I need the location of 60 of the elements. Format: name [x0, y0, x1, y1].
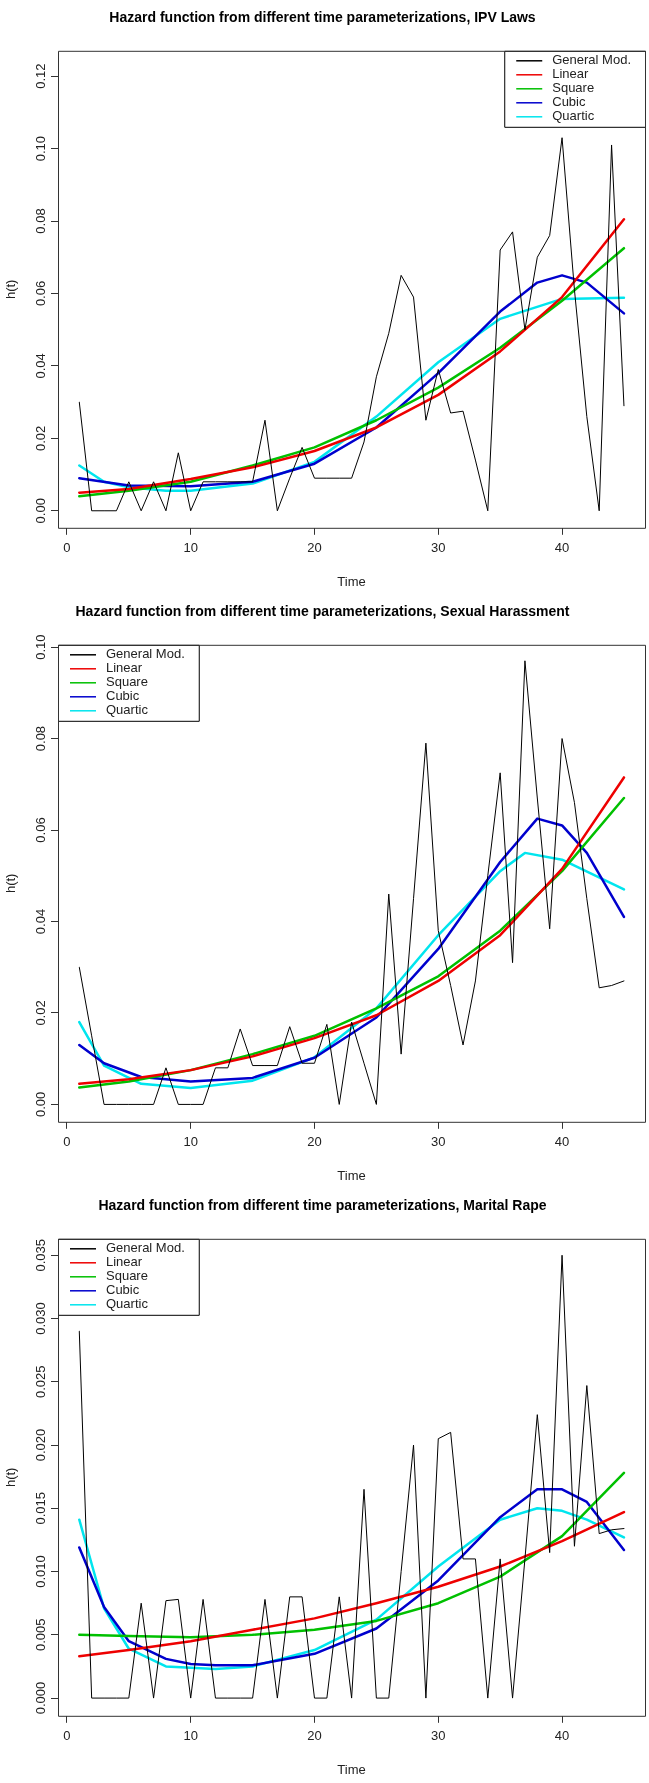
x-tick-label: 20: [307, 540, 322, 556]
y-axis-title: h(t): [3, 1467, 19, 1488]
legend-label: Square: [106, 674, 148, 690]
y-tick-label: 0.010: [33, 1555, 49, 1588]
legend-label: Cubic: [552, 94, 586, 110]
legend-label: General Mod.: [106, 1240, 185, 1256]
legend-label: General Mod.: [106, 646, 185, 662]
y-tick-label: 0.02: [33, 425, 49, 451]
x-tick-label: 40: [554, 1134, 570, 1150]
x-tick-label: 30: [431, 1728, 446, 1744]
x-tick-label: 40: [554, 1728, 570, 1744]
y-tick-label: 0.00: [33, 498, 49, 524]
y-tick-label: 0.04: [33, 908, 49, 935]
x-tick-label: 30: [431, 540, 446, 556]
y-tick-label: 0.000: [33, 1681, 49, 1715]
legend-label: Linear: [106, 660, 143, 676]
y-tick-label: 0.035: [33, 1238, 49, 1272]
x-tick-label: 20: [307, 1134, 322, 1150]
x-tick-label: 10: [183, 540, 198, 556]
chart-title: Hazard function from different time parameterizations, IPV Laws: [109, 9, 536, 26]
y-tick-label: 0.08: [33, 208, 49, 234]
y-tick-label: 0.10: [33, 634, 49, 660]
y-axis-title: h(t): [3, 279, 19, 300]
y-tick-label: 0.06: [33, 817, 49, 843]
legend-label: General Mod.: [552, 52, 631, 68]
x-tick-label: 30: [431, 1134, 446, 1150]
x-axis-title: Time: [337, 573, 366, 589]
legend-label: Square: [552, 80, 595, 96]
x-axis-title: Time: [337, 1167, 366, 1183]
y-tick-label: 0.12: [33, 63, 49, 89]
x-tick-label: 0: [63, 1728, 71, 1744]
y-tick-label: 0.06: [33, 280, 49, 307]
legend-label: Quartic: [552, 108, 595, 124]
y-tick-label: 0.10: [33, 135, 49, 162]
x-tick-label: 10: [183, 1728, 198, 1744]
y-tick-label: 0.020: [33, 1428, 49, 1462]
legend-label: Cubic: [106, 1282, 140, 1298]
y-tick-label: 0.02: [33, 1000, 49, 1026]
x-tick-label: 0: [63, 540, 71, 556]
y-tick-label: 0.005: [33, 1618, 49, 1652]
chart-title: Hazard function from different time parameterizations, Marital Rape: [98, 1197, 547, 1214]
y-tick-label: 0.08: [33, 725, 49, 752]
legend-label: Cubic: [106, 688, 140, 704]
legend-label: Quartic: [106, 1296, 149, 1312]
x-tick-label: 10: [183, 1134, 198, 1150]
x-tick-label: 0: [63, 1134, 71, 1150]
y-tick-label: 0.030: [33, 1302, 49, 1335]
legend-label: Linear: [106, 1254, 143, 1270]
legend-label: Square: [106, 1268, 148, 1284]
legend-label: Quartic: [106, 702, 149, 718]
y-tick-label: 0.04: [33, 353, 49, 379]
y-axis-title: h(t): [3, 873, 19, 894]
y-tick-label: 0.015: [33, 1492, 49, 1525]
y-tick-label: 0.00: [33, 1091, 49, 1118]
x-axis-title: Time: [337, 1761, 366, 1777]
chart-title: Hazard function from different time parameterizations, Sexual Harassment: [75, 603, 570, 620]
x-tick-label: 40: [554, 540, 570, 556]
x-tick-label: 20: [307, 1728, 322, 1744]
legend-label: Linear: [552, 66, 590, 82]
y-tick-label: 0.025: [33, 1365, 49, 1399]
